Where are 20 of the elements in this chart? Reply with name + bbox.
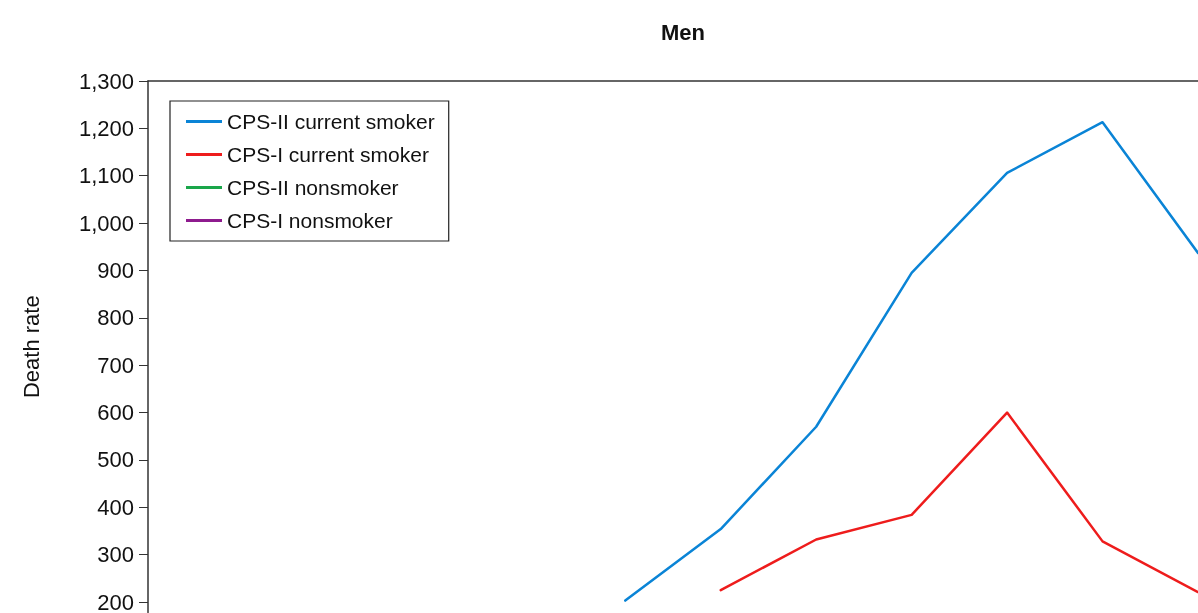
y-tick-label: 800 [97,305,134,331]
y-tick-label: 1,200 [78,115,134,141]
chart-title: Men [661,19,705,45]
y-tick-label: 1,000 [78,210,134,236]
y-tick-label: 400 [97,494,134,520]
y-tick-label: 1,100 [78,163,134,189]
y-tick-label: 700 [97,352,134,378]
y-tick-label: 500 [97,447,134,473]
y-tick-label: 1,300 [78,68,134,94]
y-tick-label: 200 [97,589,134,613]
legend-label: CPS-I current smoker [227,143,429,166]
line-series [624,120,1198,602]
y-tick-label: 300 [97,542,134,568]
y-axis-title: Death rate [18,295,44,399]
legend-label: CPS-I nonsmoker [227,209,393,232]
legend-label: CPS-II current smoker [227,110,435,133]
y-tick-label: 900 [97,257,134,283]
legend-label: CPS-II nonsmoker [227,176,399,199]
y-tick-label: 600 [97,400,134,426]
line-series [719,411,1198,594]
